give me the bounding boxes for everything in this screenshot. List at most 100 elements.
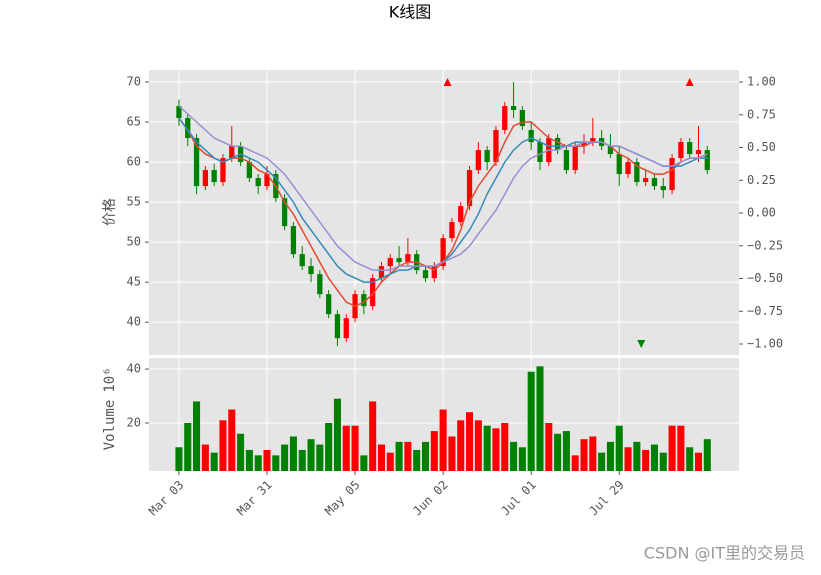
volume-bar [606, 441, 614, 471]
y2-tick-label: 0.75 [747, 107, 776, 121]
volume-bar [474, 420, 482, 471]
candle-body [176, 106, 182, 119]
candle-body [687, 142, 693, 155]
candle-body [554, 138, 561, 151]
volume-bar [237, 433, 245, 471]
x-tick-label: May 05 [322, 478, 363, 519]
candle-body [317, 274, 323, 295]
candle-body [440, 238, 446, 267]
volume-axis-label: Volume [102, 400, 118, 451]
volume-bar [589, 436, 597, 471]
candle-body [528, 130, 534, 143]
volume-bar [501, 422, 509, 471]
candle-body [563, 150, 570, 171]
candle-body [308, 266, 314, 275]
candle-body [396, 258, 402, 263]
y-tick-label: 65 [127, 115, 141, 129]
volume-bar [386, 452, 394, 471]
volume-bar [466, 412, 474, 471]
y-tick-label: 70 [127, 75, 141, 89]
y2-tick-label: 1.00 [747, 75, 776, 89]
y2-tick-label: 0.50 [747, 140, 776, 154]
y2-tick-label: −0.25 [747, 238, 783, 252]
x-tick-label: Mar 31 [234, 478, 275, 519]
moving-average [178, 105, 708, 271]
volume-bar [492, 428, 500, 471]
volume-bar [633, 441, 641, 471]
volume-bar [686, 447, 694, 471]
candle-body [334, 314, 341, 339]
volume-bar [281, 444, 289, 471]
signal-marker [637, 339, 646, 348]
candle-body [387, 258, 393, 267]
candle-body [695, 150, 702, 155]
candle-body [405, 254, 411, 263]
volume-bar [518, 447, 526, 471]
y-tick-label: 40 [127, 315, 141, 329]
candle-body [634, 162, 640, 183]
volume-bar [650, 444, 658, 471]
volume-bar [325, 422, 333, 471]
candle-body [669, 158, 675, 191]
volume-bar [677, 425, 685, 471]
volume-bar [545, 422, 553, 471]
y-tick-label: 20 [127, 415, 141, 429]
volume-bar [694, 452, 703, 471]
volume-bar [210, 452, 218, 471]
volume-bar [571, 455, 579, 471]
volume-bar [668, 425, 676, 471]
volume-bar [395, 441, 403, 471]
volume-bar [307, 439, 315, 471]
volume-bar [351, 425, 359, 471]
candle-body [625, 162, 631, 175]
candle-body [255, 178, 261, 187]
candle-body [581, 142, 587, 147]
candle-body [422, 270, 429, 279]
candle-body [678, 142, 684, 159]
volume-bar [421, 441, 430, 471]
candle-body [281, 198, 288, 227]
y2-tick-label: −1.00 [747, 336, 783, 350]
volume-offset: 10⁶ [102, 367, 118, 392]
candle-body [643, 178, 649, 183]
volume-bar [228, 409, 236, 471]
candle-body [361, 294, 367, 307]
candle-body [475, 150, 481, 171]
volume-bar [598, 452, 606, 471]
volume-bar [510, 441, 518, 471]
y-tick-label: 40 [127, 362, 141, 376]
volume-bar [430, 431, 438, 471]
volume-bar [298, 449, 306, 471]
candle-body [449, 222, 455, 239]
candle-body [229, 146, 235, 159]
candle-body [299, 254, 305, 267]
x-tick-label: Jul 29 [586, 478, 627, 519]
candle-body [290, 226, 297, 255]
x-tick-label: Mar 03 [146, 478, 187, 519]
candle-body [220, 158, 226, 183]
x-tick-label: Jul 01 [498, 478, 539, 519]
candle-body [458, 206, 464, 223]
volume-bar [703, 439, 711, 471]
candle-body [572, 146, 578, 171]
y2-tick-label: 0.25 [747, 173, 776, 187]
volume-bar [289, 436, 297, 471]
price-panel [149, 70, 739, 355]
candle-body [493, 130, 499, 163]
volume-bar [404, 441, 412, 471]
volume-bar [342, 425, 350, 471]
candle-body [502, 106, 508, 131]
volume-bar [642, 449, 650, 471]
candle-body [660, 186, 666, 191]
volume-bar [219, 420, 227, 471]
signal-marker [685, 78, 694, 87]
volume-bar [254, 455, 262, 471]
volume-bar [316, 444, 324, 471]
volume-bar [448, 436, 456, 471]
candle-body [343, 318, 349, 339]
volume-bar [659, 452, 667, 471]
volume-bar [439, 409, 447, 471]
volume-bar [377, 444, 385, 471]
y2-tick-label: −0.50 [747, 271, 783, 285]
volume-bar [263, 449, 271, 471]
